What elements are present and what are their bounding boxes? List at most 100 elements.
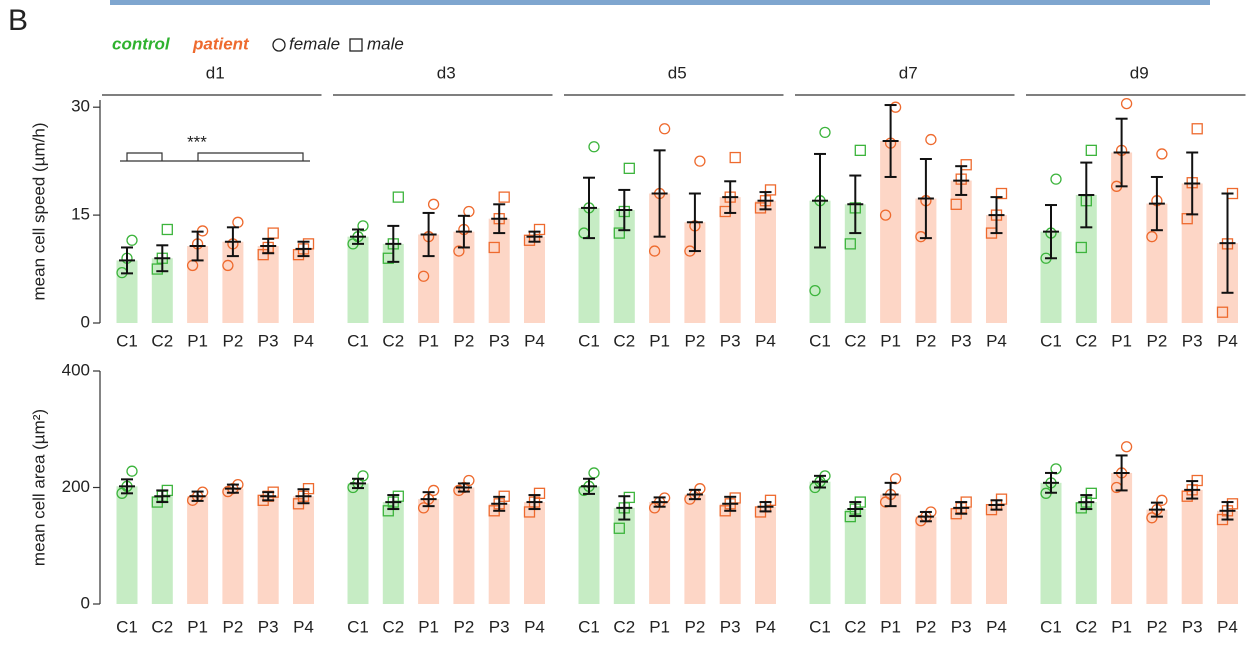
bar: [187, 496, 209, 604]
bar: [293, 248, 314, 323]
x-tick-label: P3: [951, 617, 972, 636]
bar: [649, 502, 671, 604]
bar: [488, 503, 510, 604]
data-point: [488, 241, 500, 254]
x-tick-label: P3: [258, 617, 279, 636]
bar: [382, 502, 404, 604]
data-point: [694, 155, 706, 167]
significance-bracket: [120, 152, 310, 162]
x-tick-label: P2: [1147, 331, 1168, 350]
bar: [347, 236, 369, 323]
data-point: [1085, 144, 1097, 157]
bar: [1040, 482, 1062, 604]
data-point: [1191, 123, 1203, 135]
y-axis-label: mean cell area (µm²): [29, 409, 48, 566]
x-tick-label: P4: [293, 617, 314, 636]
x-tick-label: P2: [1147, 617, 1168, 636]
bar: [1146, 509, 1168, 604]
bar: [755, 506, 776, 604]
bar: [719, 503, 741, 604]
y-tick-label: 15: [71, 205, 90, 224]
bar: [116, 486, 138, 604]
data-point: [1085, 487, 1097, 499]
bar: [950, 180, 972, 323]
data-point: [1120, 441, 1133, 453]
x-tick-label: P3: [720, 617, 741, 636]
x-tick-label: P4: [1217, 617, 1238, 636]
x-tick-label: C1: [809, 617, 831, 636]
x-tick-label: C1: [1040, 617, 1062, 636]
facet-title: d9: [1130, 63, 1149, 82]
x-tick-label: C1: [347, 331, 369, 350]
data-point: [427, 484, 440, 497]
data-point: [925, 133, 937, 146]
x-tick-label: C2: [1075, 331, 1097, 350]
bar: [1075, 502, 1097, 604]
data-point: [854, 144, 866, 157]
bar: [222, 488, 244, 604]
x-tick-label: P2: [223, 617, 244, 636]
bar: [578, 486, 600, 604]
x-tick-label: P1: [187, 617, 208, 636]
x-tick-label: P3: [1182, 331, 1203, 350]
data-point: [623, 162, 635, 174]
data-point: [588, 141, 600, 153]
x-tick-label: P2: [685, 617, 706, 636]
data-point: [463, 474, 475, 487]
bar: [257, 246, 279, 323]
bar: [1146, 203, 1168, 323]
x-tick-label: P3: [489, 617, 510, 636]
data-point: [623, 491, 635, 504]
bar: [719, 197, 741, 323]
x-tick-label: C2: [844, 331, 866, 350]
facet-title: d1: [206, 63, 225, 82]
data-point: [126, 465, 138, 477]
bar: [755, 200, 776, 323]
y-tick-label: 30: [71, 97, 90, 116]
data-point: [161, 223, 173, 236]
x-tick-label: P3: [720, 331, 741, 350]
bar: [1181, 183, 1203, 323]
x-tick-label: C2: [1075, 617, 1097, 636]
bar: [453, 231, 475, 323]
x-tick-label: P4: [755, 617, 776, 636]
x-tick-label: P1: [1111, 617, 1132, 636]
data-point: [417, 502, 430, 514]
x-tick-label: P3: [258, 331, 279, 350]
data-point: [417, 270, 430, 282]
x-tick-label: P2: [454, 617, 475, 636]
data-point: [1146, 231, 1158, 243]
data-point: [819, 126, 831, 139]
x-tick-label: C1: [347, 617, 369, 636]
x-tick-label: P1: [418, 617, 439, 636]
bar: [613, 507, 635, 604]
data-point: [764, 184, 777, 196]
bar: [524, 502, 545, 604]
bar: [347, 483, 369, 604]
data-point: [879, 209, 892, 221]
data-point: [453, 245, 465, 257]
data-point: [357, 470, 369, 482]
x-tick-label: P1: [1111, 331, 1132, 350]
data-point: [357, 220, 369, 232]
data-point: [995, 187, 1008, 200]
data-point: [1216, 306, 1229, 318]
bar: [649, 193, 671, 323]
legend-patient: patient: [192, 34, 250, 53]
legend-control: control: [112, 34, 171, 53]
data-point: [613, 227, 625, 239]
data-point: [1146, 512, 1158, 524]
x-tick-label: P4: [986, 331, 1007, 350]
x-tick-label: C1: [809, 331, 831, 350]
x-tick-label: P1: [649, 617, 670, 636]
y-tick-label: 200: [62, 477, 90, 496]
data-point: [729, 151, 741, 164]
bar: [222, 241, 244, 323]
bar: [578, 207, 600, 323]
x-tick-label: C2: [613, 331, 635, 350]
data-point: [533, 223, 546, 236]
bar: [524, 236, 545, 323]
x-tick-label: P2: [916, 617, 937, 636]
x-tick-label: C2: [844, 617, 866, 636]
